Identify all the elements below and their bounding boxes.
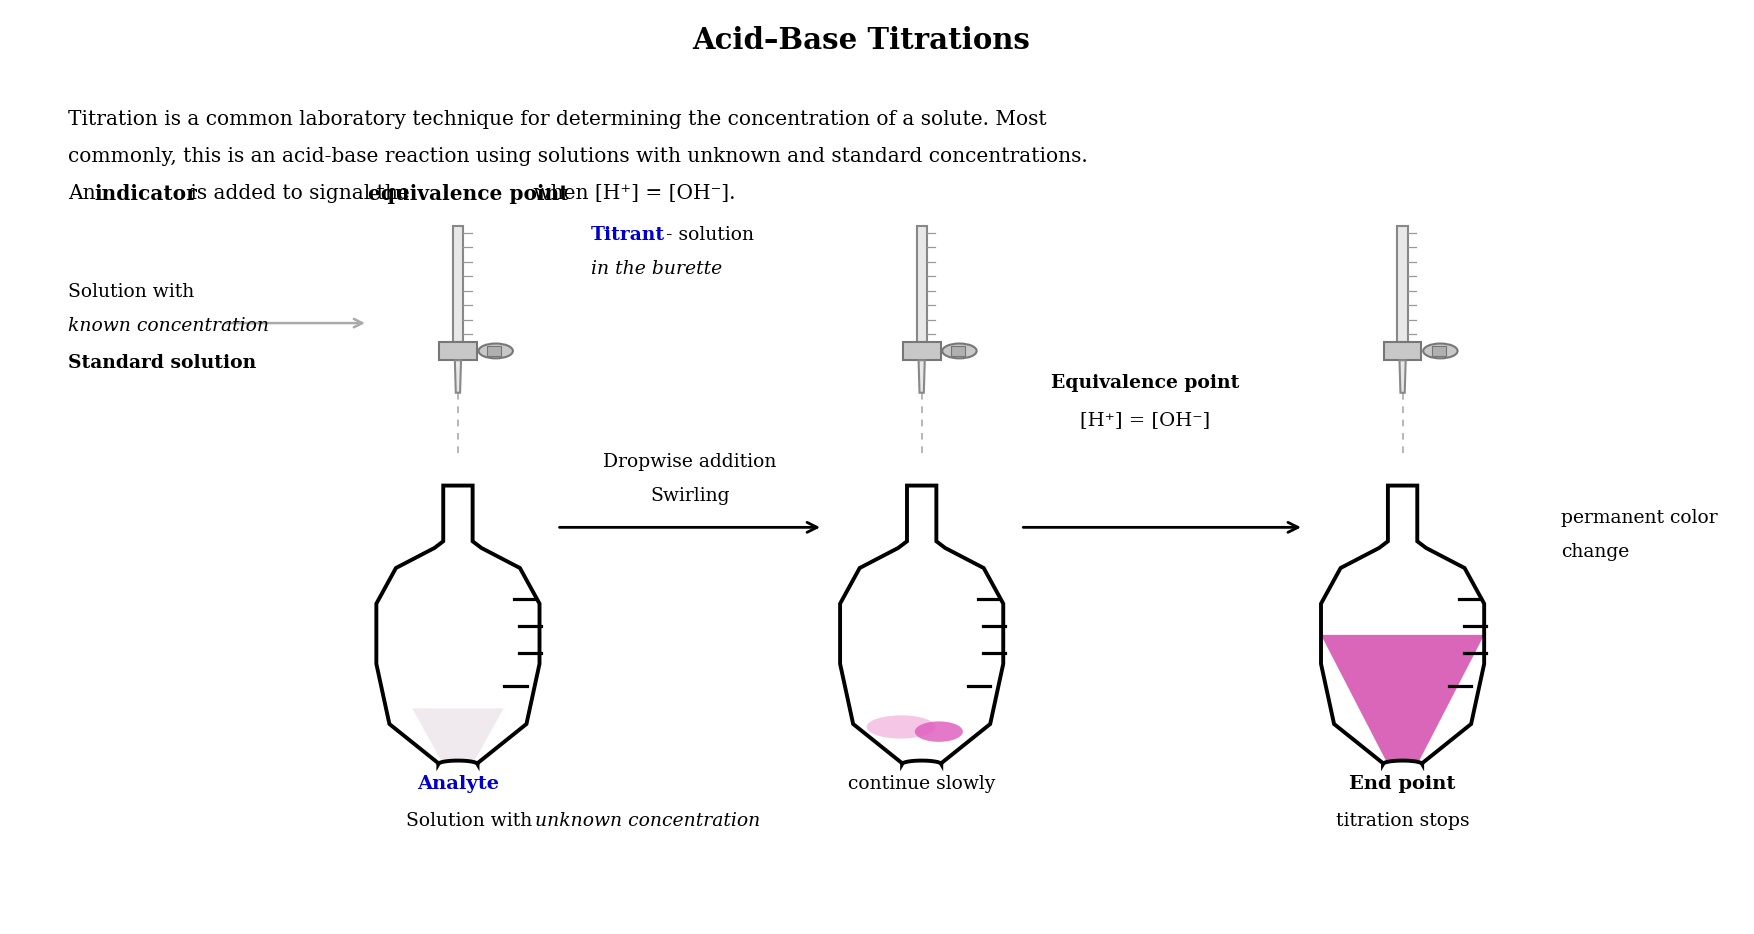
Bar: [453, 226, 463, 342]
Text: - solution: - solution: [660, 226, 754, 244]
Polygon shape: [1321, 635, 1484, 761]
Text: Dropwise addition: Dropwise addition: [603, 453, 777, 471]
Text: [H⁺] = [OH⁻]: [H⁺] = [OH⁻]: [1080, 411, 1210, 430]
Text: Solution with: Solution with: [407, 813, 538, 830]
Text: permanent color: permanent color: [1561, 509, 1719, 527]
Text: An: An: [68, 184, 102, 203]
Text: is added to signal the: is added to signal the: [184, 184, 416, 203]
Polygon shape: [377, 486, 540, 764]
Ellipse shape: [866, 715, 935, 739]
Text: Solution with: Solution with: [68, 283, 195, 301]
Bar: [951, 347, 965, 356]
Text: change: change: [1561, 544, 1629, 561]
Bar: [1398, 226, 1408, 342]
Ellipse shape: [916, 721, 963, 742]
Text: titration stops: titration stops: [1337, 813, 1470, 830]
Text: when [H⁺] = [OH⁻].: when [H⁺] = [OH⁻].: [528, 184, 737, 203]
Ellipse shape: [1422, 344, 1458, 359]
Text: unknown concentration: unknown concentration: [535, 813, 761, 830]
Text: Swirling: Swirling: [651, 488, 730, 505]
Ellipse shape: [479, 344, 512, 359]
Text: Titrant: Titrant: [591, 226, 665, 244]
Text: equivalence point: equivalence point: [368, 184, 568, 204]
Text: Standard solution: Standard solution: [68, 354, 256, 372]
Polygon shape: [454, 361, 461, 392]
Polygon shape: [905, 761, 938, 764]
Polygon shape: [1400, 361, 1405, 392]
Bar: [1431, 347, 1445, 356]
Text: Acid–Base Titrations: Acid–Base Titrations: [693, 26, 1031, 55]
Text: Equivalence point: Equivalence point: [1051, 375, 1238, 392]
Polygon shape: [919, 361, 924, 392]
Text: known concentration: known concentration: [68, 317, 268, 334]
Text: Titration is a common laboratory technique for determining the concentration of : Titration is a common laboratory techniq…: [68, 109, 1047, 129]
Bar: [917, 226, 926, 342]
Polygon shape: [412, 708, 503, 761]
Text: in the burette: in the burette: [591, 260, 723, 278]
Text: commonly, this is an acid-base reaction using solutions with unknown and standar: commonly, this is an acid-base reaction …: [68, 147, 1087, 165]
Polygon shape: [1321, 486, 1484, 764]
Bar: [903, 342, 940, 361]
Bar: [488, 347, 502, 356]
Polygon shape: [840, 486, 1003, 764]
Bar: [1384, 342, 1421, 361]
Text: indicator: indicator: [95, 184, 198, 204]
Ellipse shape: [942, 344, 977, 359]
Text: Analyte: Analyte: [417, 775, 498, 793]
Bar: [438, 342, 477, 361]
Text: continue slowly: continue slowly: [847, 775, 995, 793]
Text: End point: End point: [1349, 775, 1456, 793]
